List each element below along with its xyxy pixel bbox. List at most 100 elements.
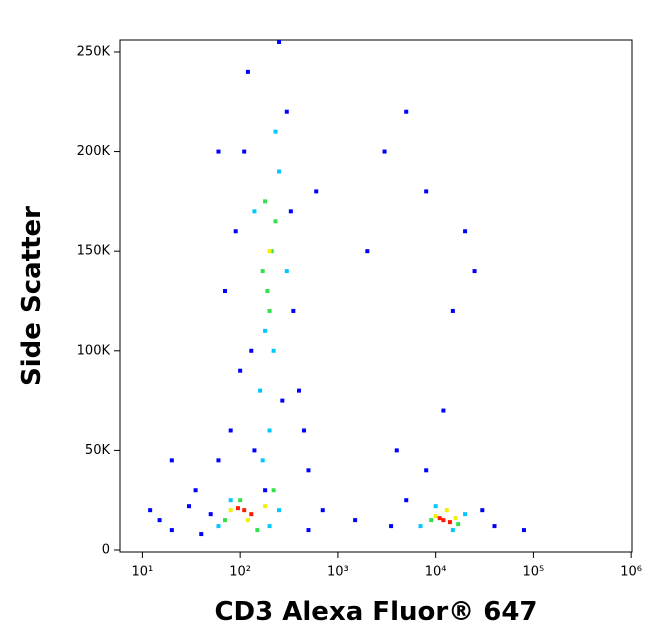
point [260, 458, 265, 463]
point [271, 348, 276, 353]
point [267, 428, 272, 433]
point [480, 508, 485, 513]
point [258, 388, 263, 393]
point [306, 528, 311, 533]
point [463, 229, 468, 234]
point [216, 458, 221, 463]
point [306, 468, 311, 473]
point [450, 528, 455, 533]
point [429, 518, 434, 523]
point [249, 512, 254, 517]
point [472, 269, 477, 274]
point [273, 129, 278, 134]
x-tick-label: 10⁵ [523, 565, 545, 580]
point [297, 388, 302, 393]
y-tick-label: 0 [102, 543, 110, 558]
point [492, 524, 497, 529]
point [394, 448, 399, 453]
point [424, 189, 429, 194]
x-tick-label: 10¹ [132, 565, 154, 580]
y-tick-label: 150K [77, 244, 111, 259]
point [223, 518, 228, 523]
point [291, 308, 296, 313]
point [216, 524, 221, 529]
point [288, 209, 293, 214]
point [353, 518, 358, 523]
point [245, 69, 250, 74]
point [382, 149, 387, 154]
x-tick-label: 10³ [327, 565, 349, 580]
point [433, 504, 438, 509]
x-tick-label: 10⁴ [425, 565, 447, 580]
point [433, 514, 438, 519]
point [148, 508, 153, 513]
point [277, 169, 282, 174]
point [302, 428, 307, 433]
point [199, 532, 204, 537]
point [320, 508, 325, 513]
x-axis-title: CD3 Alexa Fluor® 647 [214, 597, 537, 627]
point [242, 149, 247, 154]
point [404, 109, 409, 114]
point [453, 516, 458, 521]
point [521, 528, 526, 533]
point [263, 328, 268, 333]
point [238, 498, 243, 503]
point [463, 512, 468, 517]
point [424, 468, 429, 473]
point [263, 504, 268, 509]
point [187, 504, 192, 509]
point [263, 488, 268, 493]
point [277, 508, 282, 513]
point [280, 398, 285, 403]
point [252, 448, 257, 453]
plot-frame [119, 39, 633, 553]
y-tick-label: 250K [77, 44, 111, 59]
point [418, 524, 423, 529]
point [223, 289, 228, 294]
y-tick-label: 100K [77, 343, 111, 358]
y-tick-label: 200K [77, 144, 111, 159]
point [169, 528, 174, 533]
point [277, 39, 282, 44]
point [389, 524, 394, 529]
point [255, 528, 260, 533]
point [365, 249, 370, 254]
point [260, 269, 265, 274]
point [235, 506, 240, 511]
y-axis-title: Side Scatter [17, 206, 47, 386]
point [169, 458, 174, 463]
point [228, 498, 233, 503]
point [284, 109, 289, 114]
point [228, 428, 233, 433]
point [447, 520, 452, 525]
point [193, 488, 198, 493]
point [437, 516, 442, 521]
point [441, 518, 446, 523]
point [267, 249, 272, 254]
y-tick-label: 50K [85, 443, 111, 458]
point [271, 488, 276, 493]
point [245, 518, 250, 523]
point [441, 408, 446, 413]
point [404, 498, 409, 503]
point [238, 368, 243, 373]
point [444, 508, 449, 513]
point [269, 249, 274, 254]
point [314, 189, 319, 194]
point [242, 508, 247, 513]
point [267, 308, 272, 313]
point [450, 308, 455, 313]
point [249, 348, 254, 353]
point [284, 269, 289, 274]
point [216, 149, 221, 154]
point [252, 209, 257, 214]
x-tick-label: 10⁶ [620, 565, 642, 580]
point [273, 219, 278, 224]
point [263, 199, 268, 204]
point [228, 508, 233, 513]
point [157, 518, 162, 523]
point [233, 229, 238, 234]
